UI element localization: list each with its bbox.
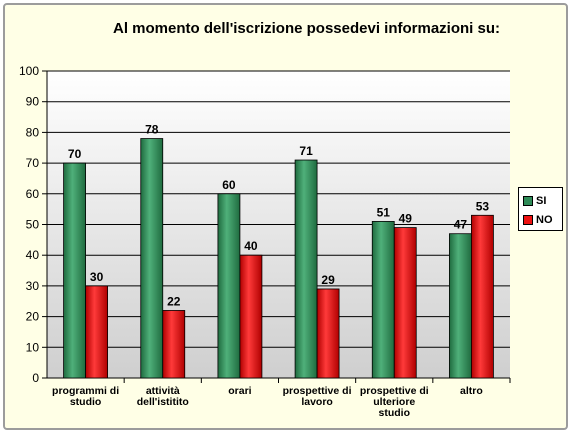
y-tick-label: 90: [26, 95, 40, 109]
y-tick-label: 50: [26, 218, 40, 232]
y-tick-label: 70: [26, 156, 40, 170]
data-label: 40: [244, 239, 258, 253]
y-tick-label: 40: [26, 248, 40, 262]
bar-no: [393, 227, 417, 379]
legend-label-no: NO: [536, 214, 553, 226]
data-label: 51: [377, 205, 391, 219]
bar-si: [217, 193, 241, 379]
legend-swatch-si: [523, 196, 533, 206]
legend-label-si: SI: [536, 195, 547, 207]
x-tick-label: prospettive di ulteriore studio: [360, 385, 429, 419]
data-label: 71: [299, 144, 313, 158]
chart-legend: SI NO: [518, 187, 563, 231]
data-label: 70: [68, 147, 82, 161]
data-label: 22: [167, 294, 181, 308]
bar-no: [471, 214, 494, 379]
bar-no: [239, 254, 263, 379]
bar-no: [85, 285, 108, 379]
y-tick-label: 20: [26, 310, 40, 324]
bar-si: [449, 233, 472, 379]
x-tick-label: altro: [460, 385, 483, 397]
x-tick-label: prospettive di lavoro: [283, 385, 352, 408]
data-label: 49: [399, 212, 413, 226]
data-label: 60: [222, 178, 236, 192]
x-tick-label: orari: [228, 385, 251, 397]
legend-item-no: NO: [523, 214, 553, 226]
y-tick-label: 30: [26, 279, 40, 293]
bar-si: [140, 138, 164, 379]
legend-item-si: SI: [523, 195, 546, 207]
bar-no: [162, 310, 186, 379]
chart-title: Al momento dell'iscrizione possedevi inf…: [113, 20, 500, 37]
bar-si: [294, 159, 318, 379]
x-tick-label: programmi di studio: [52, 385, 119, 408]
data-label: 47: [454, 218, 468, 232]
y-tick-label: 0: [32, 371, 39, 385]
y-tick-label: 60: [26, 187, 40, 201]
y-tick-label: 80: [26, 125, 40, 139]
data-label: 29: [321, 273, 335, 287]
y-tick-label: 100: [19, 64, 39, 78]
legend-swatch-no: [523, 215, 533, 225]
x-tick-label: attività dell'istitito: [137, 385, 189, 408]
data-label: 78: [145, 123, 159, 137]
bar-si: [371, 221, 395, 379]
y-tick-label: 10: [26, 340, 40, 354]
data-label: 53: [476, 199, 490, 213]
bar-si: [63, 162, 86, 379]
data-label: 30: [90, 270, 104, 284]
bar-no: [316, 288, 340, 379]
